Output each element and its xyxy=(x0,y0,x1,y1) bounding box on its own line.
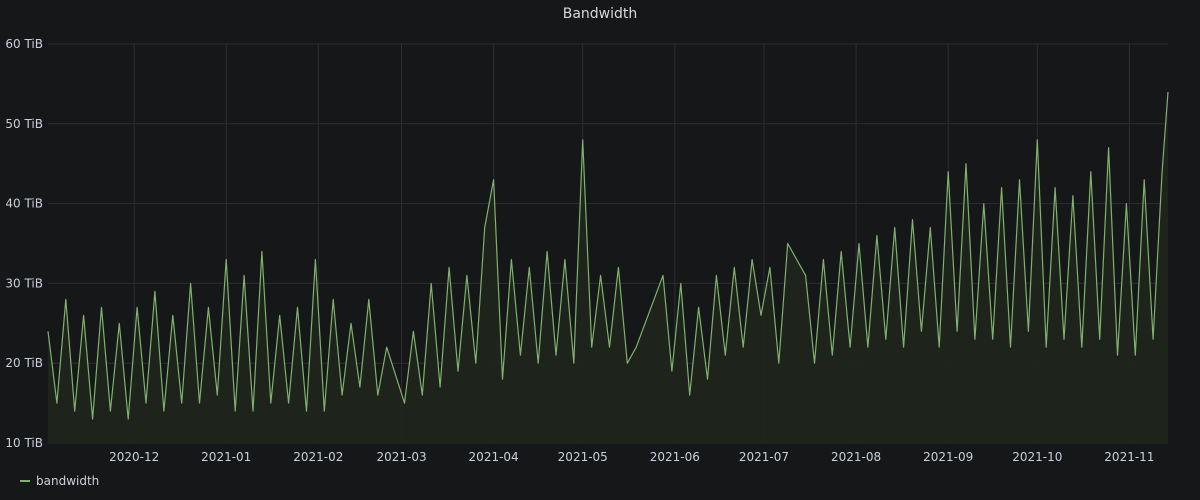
y-tick-label: 10 TiB xyxy=(5,436,43,450)
x-axis-labels: 2020-12 2021-01 2021-02 2021-03 2021-04 2021-… xyxy=(109,450,1154,464)
legend-swatch xyxy=(20,480,30,482)
x-tick-label: 2021-04 xyxy=(469,450,519,464)
y-tick-label: 50 TiB xyxy=(5,117,43,131)
x-tick-label: 2021-06 xyxy=(650,450,700,464)
x-tick-label: 2021-08 xyxy=(831,450,881,464)
series-area-fill xyxy=(48,92,1168,443)
x-tick-label: 2021-01 xyxy=(201,450,251,464)
y-tick-label: 30 TiB xyxy=(5,276,43,290)
y-axis-labels: 10 TiB 20 TiB 30 TiB 40 TiB 50 TiB 60 TiB xyxy=(5,37,43,450)
x-tick-label: 2020-12 xyxy=(109,450,159,464)
x-tick-label: 2021-05 xyxy=(558,450,608,464)
y-tick-label: 40 TiB xyxy=(5,197,43,211)
x-tick-label: 2021-11 xyxy=(1104,450,1154,464)
x-tick-label: 2021-09 xyxy=(923,450,973,464)
y-tick-label: 20 TiB xyxy=(5,356,43,370)
x-tick-label: 2021-03 xyxy=(376,450,426,464)
legend-label[interactable]: bandwidth xyxy=(36,474,99,488)
x-tick-label: 2021-02 xyxy=(293,450,343,464)
x-tick-label: 2021-07 xyxy=(739,450,789,464)
legend[interactable]: bandwidth xyxy=(20,474,99,488)
x-tick-label: 2021-10 xyxy=(1012,450,1062,464)
y-tick-label: 60 TiB xyxy=(5,37,43,51)
